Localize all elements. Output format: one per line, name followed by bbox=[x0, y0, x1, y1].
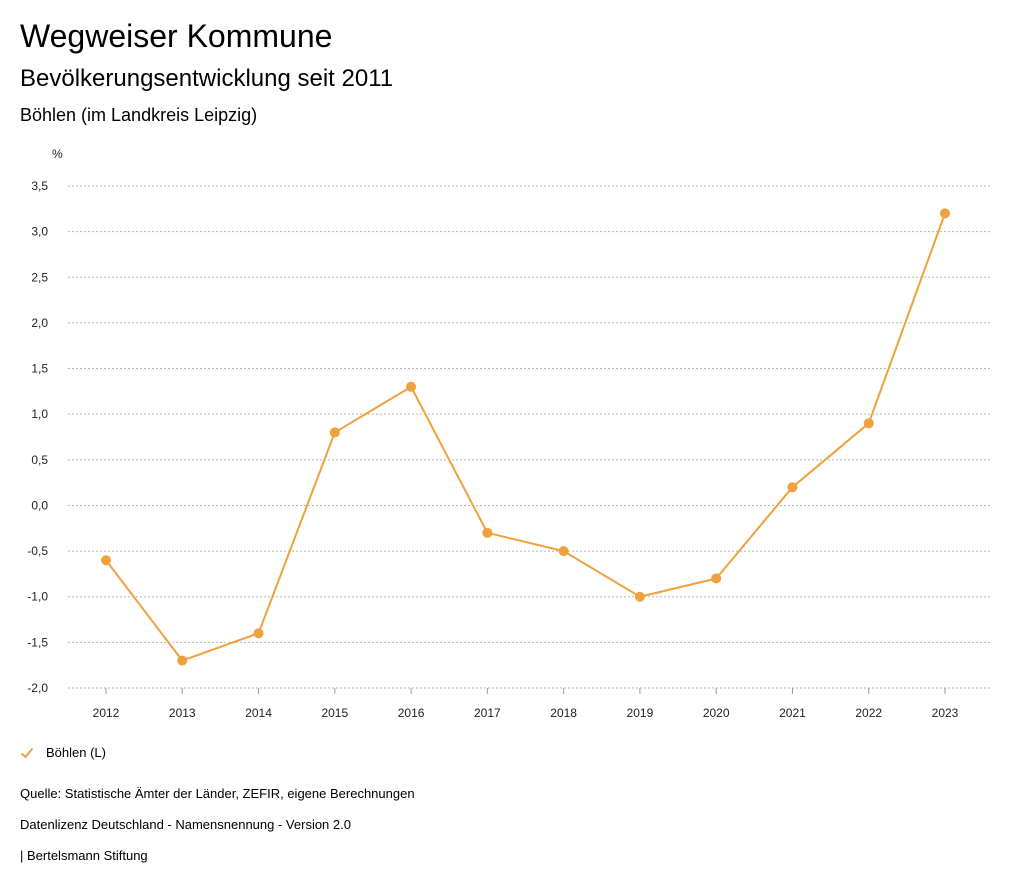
data-point bbox=[253, 628, 264, 639]
legend[interactable]: Böhlen (L) bbox=[20, 742, 106, 764]
x-tick-label: 2020 bbox=[703, 706, 730, 720]
data-point bbox=[940, 208, 950, 219]
x-tick-label: 2012 bbox=[93, 706, 120, 720]
data-point bbox=[558, 546, 569, 557]
y-tick-label: 3,5 bbox=[31, 179, 48, 193]
y-tick-label: -0,5 bbox=[27, 544, 48, 558]
line-chart: % 3,5 3,0 2,5 2,0 1,5 1,0 0,5 0,0 -0,5 -1,0 -1,5 -2… bbox=[27, 147, 990, 720]
data-point bbox=[863, 418, 874, 429]
y-tick-label: 2,5 bbox=[31, 270, 48, 284]
y-tick-label: -1,5 bbox=[27, 635, 48, 649]
data-point bbox=[177, 655, 188, 666]
y-tick-label: -1,0 bbox=[27, 590, 48, 604]
license-text: Datenlizenz Deutschland - Namensnennung … bbox=[20, 817, 351, 832]
x-tick-label: 2019 bbox=[627, 706, 654, 720]
y-tick-label: -2,0 bbox=[27, 681, 48, 695]
checkmark-icon bbox=[20, 747, 34, 759]
y-axis-unit: % bbox=[52, 147, 63, 161]
legend-label: Böhlen (L) bbox=[46, 745, 106, 760]
y-tick-label: 2,0 bbox=[31, 316, 48, 330]
y-tick-label: 1,0 bbox=[31, 407, 48, 421]
data-point bbox=[482, 527, 493, 538]
y-tick-label: 1,5 bbox=[31, 362, 48, 376]
data-point bbox=[634, 591, 645, 602]
x-tick-label: 2022 bbox=[855, 706, 882, 720]
chart-subtitle: Bevölkerungsentwicklung seit 2011 bbox=[20, 65, 394, 92]
x-tick-label: 2021 bbox=[779, 706, 806, 720]
y-tick-label: 3,0 bbox=[31, 225, 48, 239]
x-tick-label: 2014 bbox=[245, 706, 272, 720]
y-tick-label: 0,0 bbox=[31, 498, 48, 512]
x-tick-label: 2023 bbox=[932, 706, 959, 720]
x-tick-label: 2013 bbox=[169, 706, 196, 720]
x-tick-label: 2018 bbox=[550, 706, 577, 720]
region-label: Böhlen (im Landkreis Leipzig) bbox=[20, 105, 258, 125]
y-tick-label: 0,5 bbox=[31, 453, 48, 467]
source-text: Quelle: Statistische Ämter der Länder, Z… bbox=[20, 786, 415, 801]
data-point bbox=[787, 482, 798, 493]
x-tick-label: 2016 bbox=[398, 706, 425, 720]
page-title: Wegweiser Kommune bbox=[20, 18, 333, 54]
series-line bbox=[105, 213, 946, 662]
data-point bbox=[101, 555, 111, 566]
publisher-text: | Bertelsmann Stiftung bbox=[20, 848, 148, 863]
x-tick-label: 2015 bbox=[321, 706, 348, 720]
x-tick-label: 2017 bbox=[474, 706, 501, 720]
data-point bbox=[329, 427, 340, 438]
data-point bbox=[711, 573, 722, 584]
data-point bbox=[406, 381, 417, 392]
